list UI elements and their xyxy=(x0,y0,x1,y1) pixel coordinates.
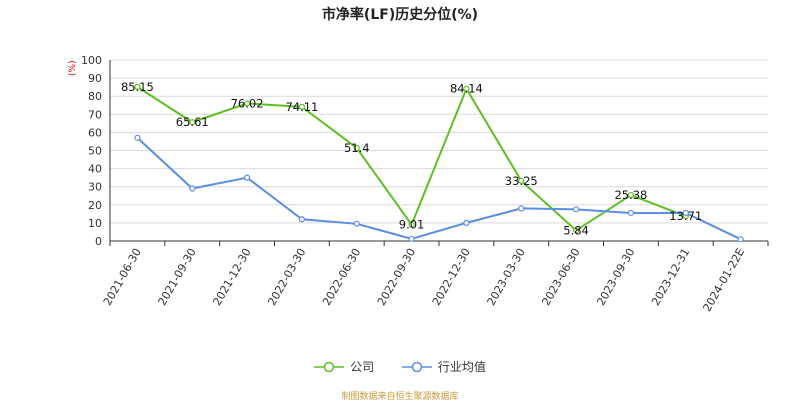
data-point-1 xyxy=(353,220,360,227)
legend-item-industry[interactable]: 行业均值 xyxy=(401,358,486,375)
data-label: 74.11 xyxy=(285,100,318,114)
y-tick-label: 70 xyxy=(88,108,102,121)
legend-item-company[interactable]: 公司 xyxy=(314,358,374,375)
x-tick-label: 2023-12-31 xyxy=(649,246,692,308)
data-point-1 xyxy=(737,236,744,243)
y-tick-label: 0 xyxy=(95,235,102,248)
data-point-0 xyxy=(298,103,306,110)
data-point-0 xyxy=(463,85,470,92)
data-point-1 xyxy=(298,216,306,223)
y-tick-label: 20 xyxy=(88,199,102,212)
y-tick-label: 50 xyxy=(88,145,102,158)
x-tick-label: 2023-06-30 xyxy=(539,246,582,308)
source-note: 制图数据来自恒生聚源数据库 xyxy=(341,392,459,402)
legend-swatch-company xyxy=(314,361,345,372)
data-point-1 xyxy=(463,219,470,226)
data-label: 51.4 xyxy=(344,141,370,155)
y-tick-label: 10 xyxy=(88,217,102,230)
data-point-0 xyxy=(353,144,360,152)
data-point-0 xyxy=(189,119,196,126)
data-label: 5.84 xyxy=(563,223,589,237)
x-tick-label: 2021-12-30 xyxy=(210,246,253,308)
data-point-0 xyxy=(134,83,141,90)
legend-swatch-industry xyxy=(401,361,432,372)
series-line-0 xyxy=(136,86,687,232)
data-point-1 xyxy=(627,209,635,217)
x-tick-label: 2022-09-30 xyxy=(375,246,418,308)
x-tick-label: 2022-03-30 xyxy=(265,246,308,308)
data-point-0 xyxy=(518,177,525,184)
x-tick-label: 2022-06-30 xyxy=(320,246,363,308)
legend-label-company: 公司 xyxy=(350,360,375,374)
y-tick-label: 30 xyxy=(88,181,102,194)
x-tick-label: 2023-09-30 xyxy=(594,246,637,308)
data-point-1 xyxy=(134,134,141,141)
x-tick-label: 2022-12-30 xyxy=(430,246,473,308)
x-tick-label: 2024-01-22E xyxy=(700,246,747,314)
y-tick-label: 60 xyxy=(88,126,102,139)
data-label: 76.02 xyxy=(231,96,264,110)
data-label: 33.25 xyxy=(505,174,538,188)
legend-label-industry: 行业均值 xyxy=(437,360,486,374)
y-tick-label: 80 xyxy=(88,90,102,103)
x-tick-label: 2023-03-30 xyxy=(485,246,528,308)
y-tick-label: 90 xyxy=(88,72,102,85)
x-tick-label: 2021-06-30 xyxy=(101,246,144,308)
data-label: 25.38 xyxy=(614,188,647,202)
y-tick-label: 40 xyxy=(88,163,102,176)
data-point-1 xyxy=(518,205,525,212)
data-label: 9.01 xyxy=(399,218,425,232)
data-point-0 xyxy=(408,221,415,228)
data-label: 85.15 xyxy=(121,80,154,94)
data-point-1 xyxy=(408,235,415,242)
data-point-0 xyxy=(572,227,580,234)
data-point-1 xyxy=(243,174,251,181)
chart-title: 市净率(LF)历史分位(%) xyxy=(321,7,479,23)
data-label: 13.71 xyxy=(669,209,702,223)
y-tick-label: 100 xyxy=(81,54,102,67)
x-tick-label: 2021-09-30 xyxy=(156,246,199,308)
legend: 公司 行业均值 xyxy=(0,358,800,376)
data-point-1 xyxy=(189,185,196,192)
data-point-1 xyxy=(682,209,689,217)
data-label: 84.14 xyxy=(450,82,483,96)
series-line-1 xyxy=(136,137,742,241)
data-label: 65.61 xyxy=(176,115,209,129)
data-point-0 xyxy=(243,100,251,107)
data-point-0 xyxy=(627,191,635,199)
data-point-1 xyxy=(572,206,580,213)
